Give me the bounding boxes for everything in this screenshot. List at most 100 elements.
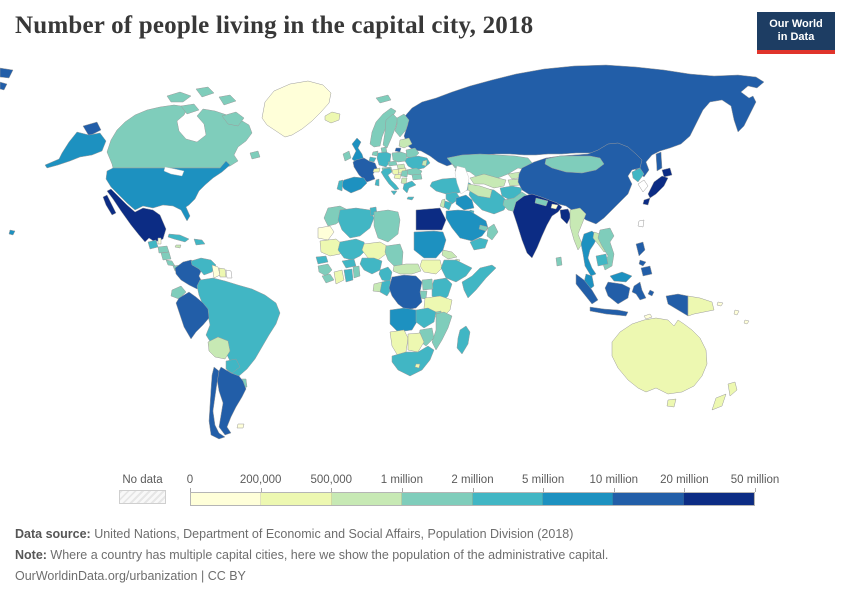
country-ivory-coast[interactable] [333,269,345,285]
country-hispaniola[interactable] [193,238,206,246]
country-north-korea[interactable] [631,167,645,183]
country-india[interactable] [512,193,563,259]
country-netherlands[interactable] [371,150,379,157]
country-mali[interactable] [337,238,367,261]
country-indonesia-sumatra[interactable] [575,273,599,305]
country-italy-sardinia[interactable] [374,178,380,187]
country-japan-honshu[interactable] [647,175,669,199]
country-usa-hawaii[interactable] [8,229,16,236]
country-senegal[interactable] [315,255,329,265]
country-france[interactable] [352,157,378,183]
country-ireland[interactable] [342,150,352,162]
country-greenland[interactable] [261,80,332,138]
country-bhutan[interactable] [550,203,559,210]
country-belgium[interactable] [368,156,377,163]
country-south-africa[interactable] [391,345,435,377]
country-burkina-faso[interactable] [341,258,357,269]
legend-swatch-2[interactable] [331,493,403,505]
legend-swatch-3[interactable] [402,493,473,505]
country-madagascar[interactable] [456,325,471,355]
country-solomon-islands[interactable] [716,301,724,307]
country-guinea[interactable] [317,263,333,277]
country-canada-island3[interactable] [218,94,237,106]
country-ethiopia[interactable] [440,259,473,283]
country-congo[interactable] [379,279,393,297]
country-finland[interactable] [394,113,410,138]
country-saudi-arabia[interactable] [445,209,489,242]
country-yemen[interactable] [469,237,489,251]
country-south-korea[interactable] [637,179,649,193]
country-guatemala[interactable] [147,239,159,250]
country-moldova[interactable] [421,159,428,167]
country-suriname[interactable] [218,267,227,278]
country-myanmar[interactable] [569,207,587,251]
country-italy[interactable] [380,167,400,191]
country-belize[interactable] [157,237,162,245]
country-czechia[interactable] [387,160,398,167]
country-nicaragua[interactable] [160,251,172,261]
country-ecuador[interactable] [170,285,187,300]
legend-swatch-7[interactable] [683,493,754,505]
country-papua-new-guinea[interactable] [687,295,715,317]
country-poland[interactable] [391,151,408,163]
country-french-guiana[interactable] [225,269,233,279]
country-fiji[interactable] [743,319,750,325]
country-turkmenistan[interactable] [467,183,493,199]
country-australia[interactable] [611,317,708,395]
country-indonesia-java[interactable] [589,306,629,317]
country-paraguay[interactable] [225,358,241,374]
country-bulgaria[interactable] [411,173,423,181]
country-jamaica[interactable] [174,244,182,249]
country-russia-sakhalin[interactable] [655,151,663,172]
country-indonesia-papua[interactable] [665,293,689,317]
country-canada-newfoundland[interactable] [249,150,261,160]
country-greece[interactable] [402,180,417,194]
country-mauritania[interactable] [319,238,343,257]
country-sweden[interactable] [382,113,399,149]
country-usa-alaska[interactable] [44,131,107,169]
country-greece-crete[interactable] [406,196,415,201]
country-western-sahara[interactable] [317,225,335,241]
country-italy-sicily[interactable] [390,190,398,196]
country-uk[interactable] [351,137,365,165]
country-bosnia[interactable] [393,173,402,180]
legend-swatch-5[interactable] [542,493,614,505]
country-iceland[interactable] [324,111,341,124]
country-botswana[interactable] [407,332,425,353]
country-oman[interactable] [486,223,499,241]
country-angola[interactable] [389,307,419,333]
country-mexico-baja[interactable] [102,194,117,216]
country-canada-island2[interactable] [195,86,215,98]
country-indonesia-kalimantan[interactable] [604,281,631,305]
country-canada-island1[interactable] [166,91,192,103]
country-cambodia[interactable] [595,253,609,267]
country-uganda[interactable] [421,278,434,291]
country-vietnam[interactable] [597,227,615,271]
country-canada-baffin[interactable] [221,111,245,127]
country-ukraine[interactable] [404,155,431,171]
country-niger[interactable] [361,241,388,261]
country-ghana[interactable] [343,268,354,283]
country-sri-lanka[interactable] [555,256,563,267]
country-libya[interactable] [373,209,401,243]
country-belarus[interactable] [405,147,420,159]
country-dr-congo[interactable] [388,274,423,311]
country-iraq[interactable] [455,194,475,211]
country-vanuatu[interactable] [733,309,740,316]
country-guyana[interactable] [211,264,221,279]
legend-swatch-0[interactable] [191,493,262,505]
country-central-african-republic[interactable] [392,263,422,275]
country-timor-leste[interactable] [643,313,653,320]
country-bangladesh[interactable] [559,208,572,225]
country-argentina[interactable] [216,366,247,436]
country-nepal[interactable] [534,197,549,207]
country-switzerland[interactable] [372,167,381,173]
country-russia-chukotka[interactable] [82,121,102,137]
country-serbia[interactable] [400,169,409,178]
country-falkland-islands[interactable] [236,423,245,429]
country-nigeria[interactable] [359,257,383,275]
country-venezuela[interactable] [190,257,217,276]
country-chad[interactable] [384,243,404,267]
country-eritrea[interactable] [441,249,458,260]
country-israel[interactable] [439,198,446,209]
